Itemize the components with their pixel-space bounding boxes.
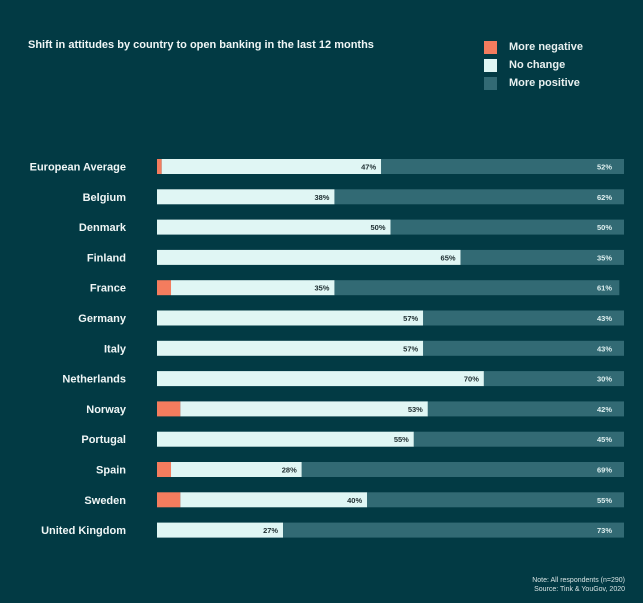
legend-item-positive: More positive: [484, 74, 583, 92]
bar-segment-positive: [483, 371, 624, 387]
data-label: 42%: [597, 405, 612, 414]
data-label: 47%: [361, 163, 376, 172]
data-label: 70%: [464, 375, 479, 384]
legend-swatch: [484, 40, 497, 54]
bar-segment-negative: [157, 280, 172, 296]
data-label: 57%: [403, 314, 418, 323]
legend-item-negative: More negative: [484, 38, 583, 56]
category-label: Sweden: [84, 495, 126, 507]
legend-item-no-change: No change: [484, 56, 583, 74]
note-text: Note: All respondents (n=290): [532, 577, 625, 584]
bar-segment-positive: [334, 280, 620, 296]
bar-segment-positive: [423, 310, 624, 326]
bar-segment-negative: [157, 462, 172, 477]
bar-segment-no-change: [157, 371, 484, 387]
data-label: 69%: [597, 466, 612, 475]
bar-segment-positive: [283, 522, 624, 538]
category-label: Italy: [104, 343, 127, 355]
bar-segment-no-change: [157, 189, 335, 205]
source-text: Source: Tink & YouGov, 2020: [534, 586, 625, 593]
chart-title: Shift in attitudes by country to open ba…: [28, 39, 374, 51]
bar-segment-no-change: [161, 159, 382, 174]
category-label: Germany: [78, 313, 127, 325]
data-label: 50%: [597, 223, 612, 232]
legend: More negative No change More positive: [484, 38, 583, 92]
legend-label: More negative: [509, 41, 583, 53]
bar-segment-no-change: [157, 431, 414, 447]
category-label: Belgium: [83, 192, 127, 204]
category-label: Finland: [87, 252, 126, 264]
data-label: 50%: [370, 223, 385, 232]
bar-segment-no-change: [180, 492, 368, 508]
bar-segment-positive: [427, 401, 624, 417]
category-label: Denmark: [79, 222, 127, 234]
bar-segment-no-change: [171, 462, 302, 477]
bar-segment-no-change: [157, 522, 284, 538]
bar-segment-no-change: [180, 401, 428, 417]
category-label: Netherlands: [62, 374, 126, 386]
data-label: 53%: [408, 405, 423, 414]
data-label: 28%: [282, 466, 297, 475]
bar-segment-positive: [413, 431, 624, 447]
legend-label: No change: [509, 59, 566, 71]
bar-segment-negative: [157, 159, 162, 174]
bar-segment-positive: [367, 492, 624, 508]
legend-label: More positive: [509, 77, 580, 89]
category-label: Spain: [96, 465, 126, 477]
data-label: 52%: [597, 163, 612, 172]
data-label: 43%: [597, 314, 612, 323]
data-label: 57%: [403, 344, 418, 353]
legend-swatch: [484, 58, 497, 72]
data-label: 61%: [597, 284, 612, 293]
data-label: 55%: [597, 496, 612, 505]
bar-segment-negative: [157, 401, 181, 417]
data-label: 27%: [263, 526, 278, 535]
bar-segment-positive: [334, 189, 624, 205]
data-label: 65%: [441, 253, 456, 262]
bar-segment-positive: [390, 219, 624, 235]
category-label: European Average: [30, 162, 126, 174]
data-label: 35%: [314, 284, 329, 293]
data-label: 35%: [597, 253, 612, 262]
category-label: France: [90, 283, 126, 295]
data-label: 43%: [597, 344, 612, 353]
bar-segment-no-change: [171, 280, 335, 296]
data-label: 62%: [597, 193, 612, 202]
bar-segment-no-change: [157, 340, 424, 356]
bar-segment-positive: [301, 462, 624, 477]
data-label: 38%: [314, 193, 329, 202]
data-label: 45%: [597, 435, 612, 444]
data-label: 55%: [394, 435, 409, 444]
data-label: 30%: [597, 375, 612, 384]
bar-segment-no-change: [157, 310, 424, 326]
legend-swatch: [484, 76, 497, 90]
footnote: Note: All respondents (n=290) Source: Ti…: [532, 576, 625, 594]
category-label: United Kingdom: [41, 525, 126, 537]
category-label: Norway: [86, 404, 127, 416]
data-label: 40%: [347, 496, 362, 505]
bar-segment-positive: [423, 340, 624, 356]
bar-segment-no-change: [157, 219, 391, 235]
category-label: Portugal: [81, 434, 126, 446]
bar-segment-positive: [381, 159, 624, 174]
bar-segment-negative: [157, 492, 181, 508]
data-label: 73%: [597, 526, 612, 535]
bar-segment-positive: [460, 249, 624, 265]
bar-segment-no-change: [157, 249, 461, 265]
